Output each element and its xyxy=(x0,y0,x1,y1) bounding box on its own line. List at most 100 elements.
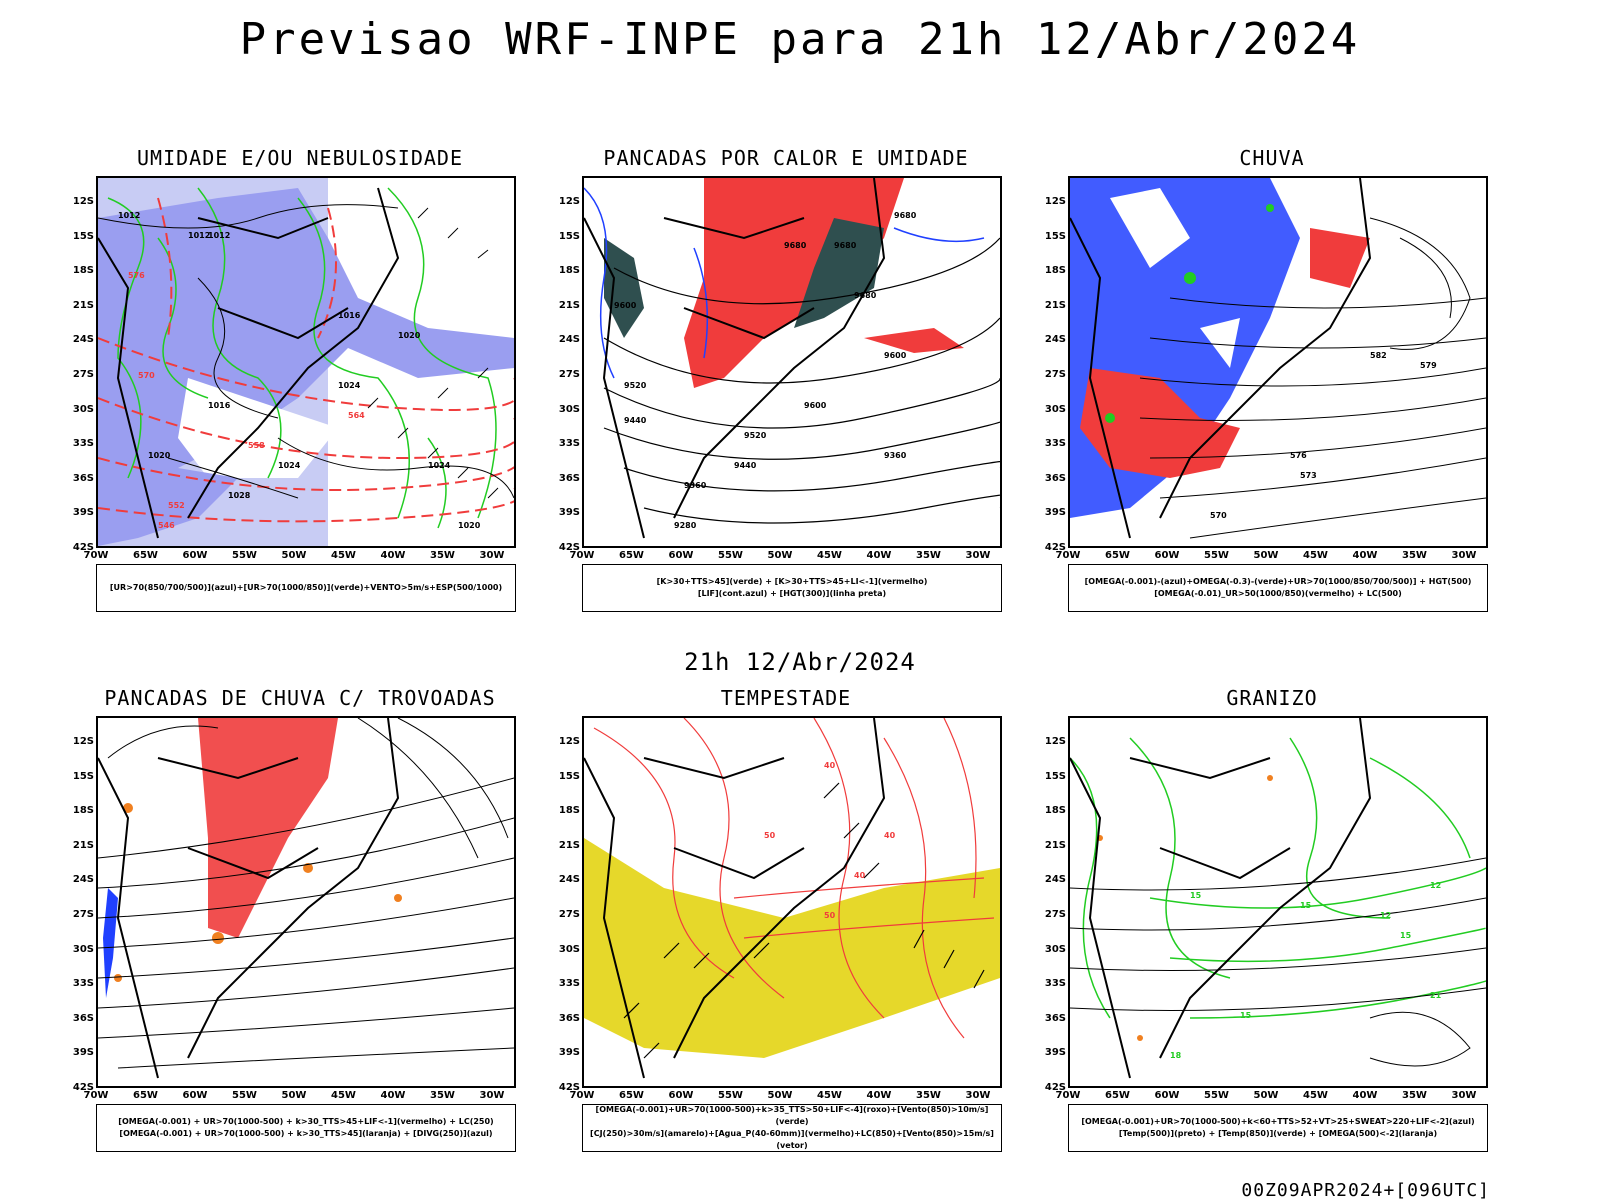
lat-tick-label: 12S xyxy=(558,196,580,207)
lat-tick-label: 39S xyxy=(1044,507,1066,519)
contour-value-label: 9680 xyxy=(854,291,877,300)
lat-tick-label: 30S xyxy=(1044,943,1066,955)
map[interactable]: 1012 1012 1012 1016 1020 1024 1016 1020 1024 1028… xyxy=(96,176,516,548)
contour-value-label: 9360 xyxy=(684,481,707,490)
lon-tick-label: 65W xyxy=(1105,550,1130,561)
legend-line: [LIF](cont.azul) + [HGT(300)](linha pret… xyxy=(697,589,887,598)
lon-tick-label: 50W xyxy=(767,550,793,561)
lon-tick-label: 50W xyxy=(281,550,307,561)
lat-tick-label: 24S xyxy=(1044,874,1066,886)
lon-tick-label: 60W xyxy=(668,550,694,561)
lat-tick-label: 39S xyxy=(72,1047,94,1059)
contour-value-label: 12 xyxy=(1430,881,1441,890)
lat-tick-label: 42S xyxy=(558,1082,580,1093)
lat-tick-label: 33S xyxy=(72,438,94,450)
lat-tick-label: 21S xyxy=(558,299,580,311)
map-svg: 9680 9680 9680 9680 9600 9600 9520 9440 9440 9360… xyxy=(584,178,1000,539)
lat-tick-label: 27S xyxy=(558,909,580,920)
lon-tick-label: 60W xyxy=(1154,1090,1180,1101)
blue-divg xyxy=(103,888,118,998)
lon-tick-label: 55W xyxy=(232,550,257,561)
panel-trovoadas: PANCADAS DE CHUVA C/ TROVOADAS xyxy=(60,686,540,1166)
lon-tick-label: 45W xyxy=(817,1090,842,1101)
lon-tick-label: 30W xyxy=(965,550,991,561)
legend-line: [OMEGA(-0.001)-(azul)+OMEGA(-0.3)-(verde… xyxy=(1084,577,1472,586)
lon-tick-label: 35W xyxy=(1402,550,1427,561)
coastline xyxy=(98,187,400,539)
lat-tick-label: 27S xyxy=(1044,369,1066,380)
lat-tick-label: 15S xyxy=(72,770,94,782)
lon-tick-label: 30W xyxy=(965,1090,991,1101)
lon-tick-label: 30W xyxy=(479,1090,505,1101)
lat-tick-label: 33S xyxy=(558,438,580,450)
lon-tick-label: 40W xyxy=(1352,550,1378,561)
contour-value-label: 582 xyxy=(1370,351,1387,360)
lon-tick-label: 70W xyxy=(1055,550,1081,561)
lon-tick-label: 40W xyxy=(380,550,406,561)
lat-tick-label: 42S xyxy=(72,1082,94,1093)
lat-tick-label: 33S xyxy=(1044,978,1066,990)
contour-value-label: 9440 xyxy=(734,461,757,470)
lat-tick-label: 42S xyxy=(72,542,94,553)
lat-tick-label: 27S xyxy=(72,369,94,380)
coastline xyxy=(584,178,886,539)
contour-value-label: 9600 xyxy=(804,401,827,410)
legend: [OMEGA(-0.001)+UR>70(1000-500)+k<60+TTS>… xyxy=(1068,1104,1488,1152)
lon-tick-label: 35W xyxy=(916,550,941,561)
lon-tick-label: 60W xyxy=(1154,550,1180,561)
lon-tick-label: 55W xyxy=(718,1090,743,1101)
lat-tick-label: 33S xyxy=(1044,438,1066,450)
lon-tick-label: 60W xyxy=(668,1090,694,1101)
lat-tick-label: 27S xyxy=(1044,909,1066,920)
lat-tick-label: 21S xyxy=(72,839,94,851)
contour-value-label: 15 xyxy=(1240,1011,1252,1020)
legend: [UR>70(850/700/500)](azul)+[UR>70(1000/8… xyxy=(96,564,516,612)
map-svg xyxy=(98,718,514,1079)
legend-line: [OMEGA(-0.001) + UR>70(1000-500) + k>30_… xyxy=(118,1117,494,1126)
map-svg: 40 40 40 50 50 xyxy=(584,718,1000,1079)
contour-value-label: 1020 xyxy=(458,521,481,530)
legend: [OMEGA(-0.001)+UR>70(1000-500)+k>35_TTS>… xyxy=(582,1104,1002,1152)
lat-tick-label: 21S xyxy=(1044,299,1066,311)
panel-title: CHUVA xyxy=(1239,146,1305,170)
contour-value-label: 558 xyxy=(248,441,265,450)
lon-tick-label: 60W xyxy=(182,550,208,561)
lon-tick-label: 45W xyxy=(331,550,356,561)
black-isobars xyxy=(98,204,514,499)
contour-value-label: 50 xyxy=(764,831,776,840)
streamlines xyxy=(1139,217,1486,539)
map-svg: 1012101210121016102010241016102010241028… xyxy=(98,178,514,546)
legend-line: [OMEGA(-0.001)+UR>70(1000-500)+k>35_TTS>… xyxy=(595,1105,989,1126)
lat-tick-label: 12S xyxy=(1044,196,1066,207)
hgt-contours xyxy=(603,237,1000,524)
contour-value-label: 1012 xyxy=(118,211,140,220)
panel-tempestade: TEMPESTADE 40 40 40 50 50 xyxy=(546,686,1026,1166)
contour-value-label: 9600 xyxy=(884,351,907,360)
main-title: Previsao WRF-INPE para 21h 12/Abr/2024 xyxy=(239,14,1361,65)
panel-umidade: UMIDADE E/OU NEBULOSIDADE xyxy=(60,146,540,626)
lat-tick-label: 15S xyxy=(558,770,580,782)
contour-value-label: 570 xyxy=(1210,511,1227,520)
mid-title: 21h 12/Abr/2024 xyxy=(684,648,916,676)
legend: [K>30+TTS>45](verde) + [K>30+TTS>45+LI<-… xyxy=(582,564,1002,612)
map[interactable] xyxy=(96,716,516,1088)
lat-tick-label: 15S xyxy=(1044,230,1066,242)
map[interactable]: 9680 9680 9680 9680 9600 9600 9520 9440 9440 9360… xyxy=(582,176,1002,548)
lat-tick-label: 18S xyxy=(72,805,94,817)
map[interactable]: 15 15 12 12 21 15 18 15 xyxy=(1068,716,1488,1088)
contour-value-label: 50 xyxy=(824,911,836,920)
contour-value-label: 40 xyxy=(854,871,866,880)
coastline xyxy=(584,718,886,1079)
contour-value-label: 18 xyxy=(1170,1051,1182,1060)
lon-tick-label: 50W xyxy=(767,1090,793,1101)
panel-title: PANCADAS POR CALOR E UMIDADE xyxy=(603,146,969,170)
contour-value-label: 1016 xyxy=(208,401,231,410)
lat-tick-label: 42S xyxy=(558,542,580,553)
temp500-contours xyxy=(1070,857,1486,1067)
lon-tick-label: 30W xyxy=(1451,1090,1477,1101)
lat-tick-label: 30S xyxy=(1044,403,1066,415)
map[interactable]: 582 579 576 573 570 xyxy=(1068,176,1488,548)
map[interactable]: 40 40 40 50 50 xyxy=(582,716,1002,1088)
lon-tick-label: 65W xyxy=(133,1090,158,1101)
lon-tick-label: 65W xyxy=(619,1090,644,1101)
